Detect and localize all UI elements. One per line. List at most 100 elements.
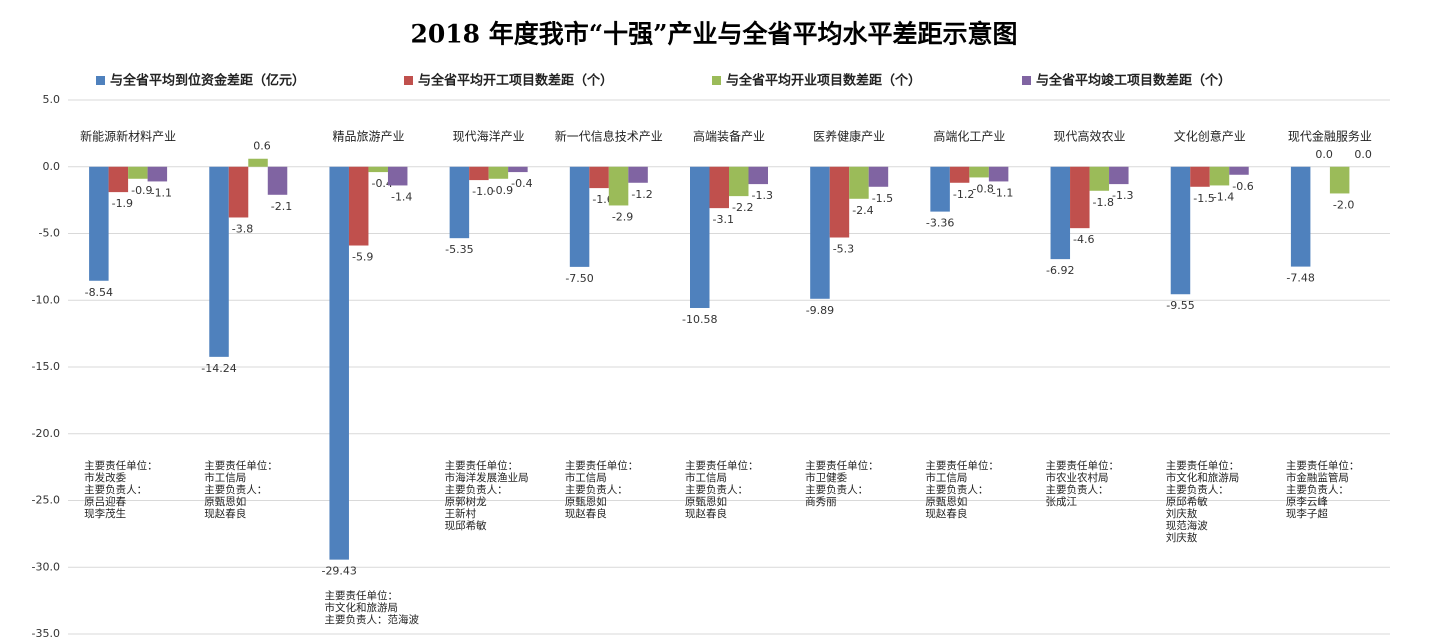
note-line: 主要责任单位： [925,459,999,472]
data-label: -3.8 [232,222,253,235]
data-label: -9.89 [806,304,834,317]
category-label: 文化创意产业 [1174,129,1246,144]
data-label: -5.3 [833,243,854,256]
data-label: -3.36 [926,217,954,230]
note-line: 现李茂生 [84,507,126,520]
note-line: 商秀丽 [805,495,837,508]
data-label: -5.9 [352,251,373,264]
note-line: 市农业农村局 [1046,471,1109,484]
data-label: -0.4 [511,177,532,190]
note-line: 原李云峰 [1286,495,1328,508]
data-label: -0.9 [492,184,513,197]
data-label: -1.1 [151,186,172,199]
bar [147,166,168,182]
category-label: 现代金融服务业 [1288,129,1372,144]
data-label: -10.58 [682,313,717,326]
note-line: 主要责任单位： [324,589,398,602]
note-line: 原甄恩如 [925,495,967,508]
note-line: 现李子超 [1286,507,1328,520]
note-line: 刘庆敖 [1166,507,1198,520]
bar [508,166,528,173]
note-line: 主要负责人： [1166,483,1229,496]
bar [1229,166,1249,175]
data-label: -2.0 [1333,198,1354,211]
bar [348,166,369,246]
category-label: 现代海洋产业 [453,129,525,144]
category-label: 新能源新材料产业 [80,129,176,144]
bar [488,166,509,179]
bar [1050,166,1071,260]
note-line: 市海洋发展渔业局 [445,471,529,484]
y-tick-label: -20.0 [32,427,60,440]
data-label: -0.8 [972,182,993,195]
bar [1089,166,1110,191]
data-label: -1.5 [872,192,893,205]
note-line: 原甄恩如 [685,495,727,508]
legend-label: 与全省平均开工项目数差距（个） [418,73,613,89]
data-label: -9.55 [1166,299,1194,312]
bar [690,166,710,308]
data-label: -1.5 [1193,192,1214,205]
data-label: -6.92 [1046,264,1074,277]
category-label: 精品旅游产业 [332,130,404,144]
bar [849,166,869,199]
note-line: 王新村 [445,507,477,520]
data-label: -1.1 [992,186,1013,199]
note-line: 市金融监管局 [1286,471,1349,484]
note-line: 主要责任单位： [565,459,639,472]
note-line: 刘庆敖 [1166,531,1198,544]
note-line: 主要责任单位： [685,459,759,472]
bar [969,166,989,178]
legend-swatch [712,76,721,85]
note-line: 主要责任单位： [1286,459,1360,472]
y-tick-label: -15.0 [32,360,60,373]
data-label: -1.4 [391,190,412,203]
note-line: 主要责任单位： [84,459,158,472]
note-line: 现邱希敏 [445,519,487,532]
bar [1070,166,1090,229]
bar [108,166,129,193]
note-line: 市发改委 [84,471,126,484]
bar [1290,166,1311,267]
bar [329,166,349,560]
data-label: -5.35 [445,243,473,256]
note-line: 原甄恩如 [565,495,607,508]
data-label: -0.4 [371,177,392,190]
data-label: -2.9 [612,210,633,223]
bar [988,166,1009,182]
data-label: -7.50 [565,272,593,285]
y-tick-label: -5.0 [39,227,60,240]
bar [128,166,148,179]
data-label: -1.0 [472,185,493,198]
data-label: -4.6 [1073,233,1094,246]
bar [628,166,648,183]
bar [748,166,768,185]
note-line: 主要负责人： [1286,483,1349,496]
bar [1109,166,1129,185]
note-line: 原吕迎春 [84,496,126,508]
data-label: -1.6 [592,193,613,206]
data-label: -1.4 [1213,190,1234,203]
legend-swatch [96,76,105,85]
category-label: 新一代信息技术产业 [555,129,663,144]
bar [810,166,830,299]
note-line: 原郭树龙 [445,495,487,508]
bar [267,166,288,195]
note-line: 张成江 [1046,496,1078,508]
note-line: 原甄恩如 [204,495,246,508]
y-tick-label: -35.0 [32,627,60,637]
note-line: 现赵春良 [565,507,607,520]
note-line: 市卫健委 [805,471,847,484]
bar [387,166,408,186]
bar [868,166,889,187]
y-tick-label: -10.0 [32,293,60,306]
note-line: 主要负责人： [805,483,868,496]
category-label: 高端装备产业 [693,129,765,144]
note-line: 现赵春良 [685,507,727,520]
note-line: 市工信局 [925,471,967,484]
data-label: -0.6 [1232,180,1253,193]
note-line: 主要责任单位： [1046,459,1120,472]
data-label: -1.8 [1093,196,1114,209]
y-tick-label: -25.0 [32,494,60,507]
